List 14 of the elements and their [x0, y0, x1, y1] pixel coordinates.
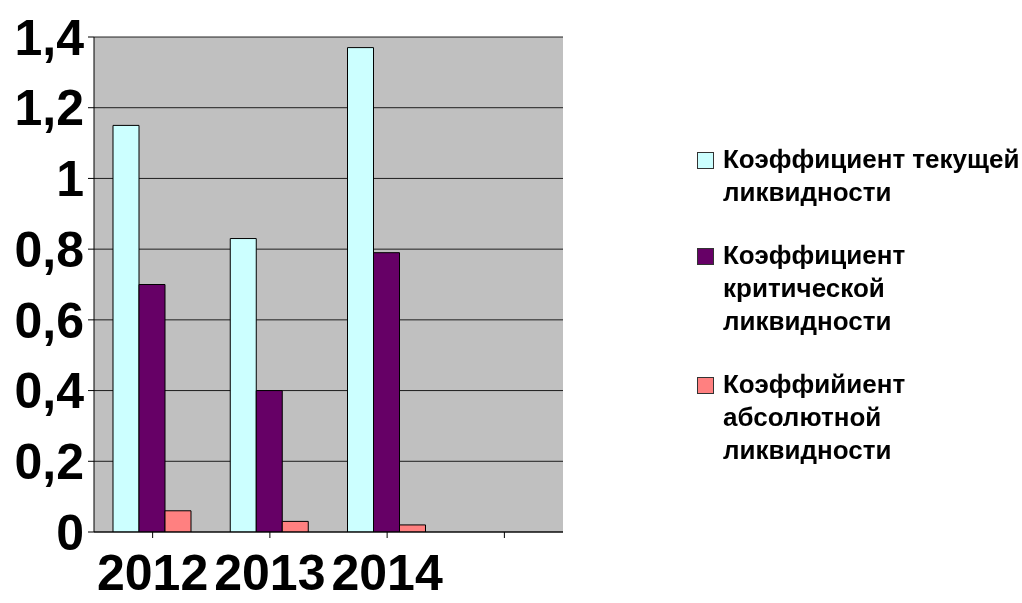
y-tick-label: 1,4 — [14, 9, 85, 66]
y-tick-label: 1 — [56, 151, 84, 208]
x-tick-label: 2014 — [331, 544, 443, 601]
y-tick-label: 0,8 — [14, 221, 84, 278]
x-tick-label: 2012 — [97, 544, 209, 601]
legend-label: Коэффийиент абсолютной ликвидности — [723, 368, 907, 467]
y-tick-label: 0,4 — [14, 363, 85, 420]
y-tick-label: 0,2 — [14, 434, 84, 491]
legend-label: Коэффициент текущей ликвидности — [723, 143, 1021, 209]
y-tick-label: 1,2 — [14, 80, 84, 137]
x-tick-label: 2013 — [214, 544, 326, 601]
legend-label: Коэффициент критической ликвидности — [723, 239, 907, 338]
y-tick-label: 0,6 — [14, 292, 84, 349]
y-tick-label: 0 — [56, 504, 84, 561]
